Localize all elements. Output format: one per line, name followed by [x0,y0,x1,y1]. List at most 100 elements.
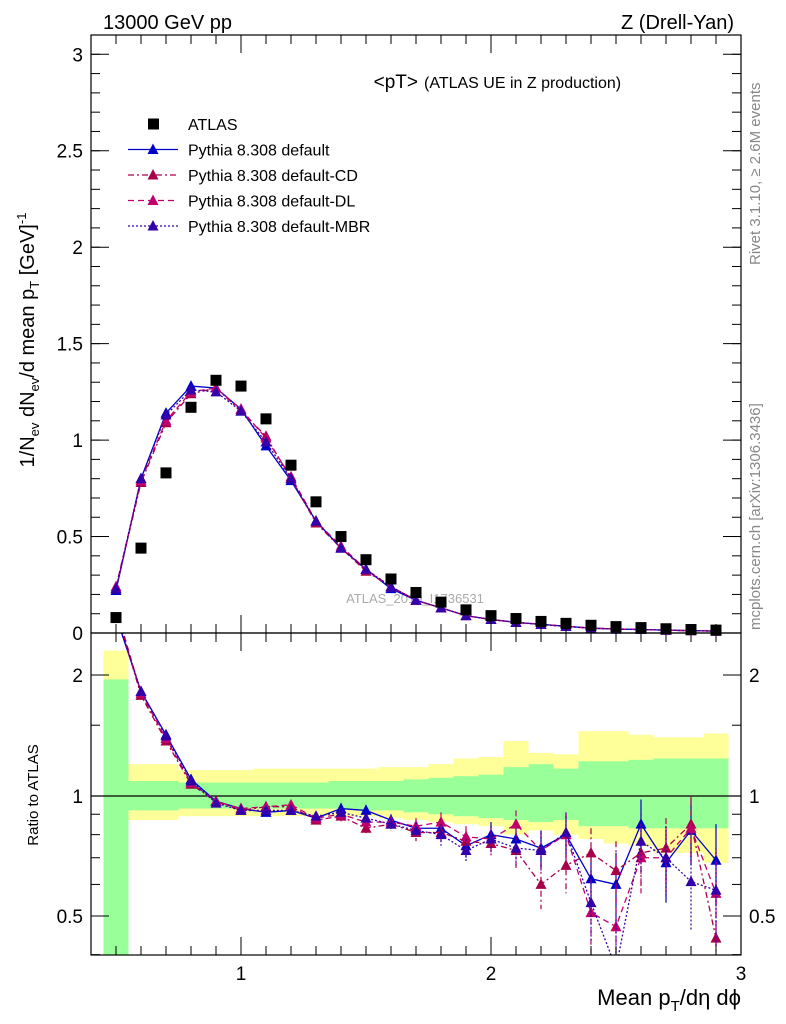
ratio-series-marker [260,804,272,815]
ratio-series-marker [611,962,622,973]
x-tick-label: 3 [736,964,747,985]
series-marker [135,472,147,484]
ratio-series-marker [585,872,597,884]
ratio-series-marker [610,920,622,932]
main-y-ticks: 0 0.5 1 1.5 2 2.5 3 [57,35,742,645]
ratio-series-marker [510,842,522,853]
legend-label: Pythia 8.308 default [188,143,330,160]
series-marker [235,405,247,416]
ratio-series-marker [360,804,372,815]
ratio-series-marker [560,826,572,837]
ratio-series-marker [385,818,397,829]
ratio-series-marker [610,864,622,876]
stat-uncertainty-band [103,679,129,955]
ratio-series-marker [185,774,197,786]
ratio-series-marker [460,844,472,855]
ratio-y-axis-label: Ratio to ATLAS [25,744,42,845]
stat-uncertainty-band [553,768,579,821]
x-axis-label: Mean pT/dη dϕ [597,985,741,1015]
atlas-data-point [210,374,222,386]
ratio-series-marker [710,854,722,865]
series-marker [335,542,347,553]
legend-marker [147,194,159,205]
legend-marker [147,220,159,231]
ratio-series-marker [685,822,697,833]
legend-label: ATLAS [188,117,238,134]
legend-label: Pythia 8.308 default-DL [188,194,355,211]
ratio-series-marker [710,884,722,895]
ratio-marks [111,601,722,973]
legend-label: Pythia 8.308 default-CD [188,168,358,185]
ratio-series-marker [435,828,447,840]
ratio-series-marker [485,833,497,844]
series-marker [310,515,322,526]
atlas-data-point [385,573,397,585]
ratio-series-marker [460,830,472,842]
ratio-series-marker [285,798,297,810]
main-y-tick-label: 0 [72,624,83,645]
plot-title-main: <pT> [374,72,418,93]
main-y-tick-label: 3 [72,45,83,66]
stat-uncertainty-band [703,758,729,829]
series-marker [110,582,122,594]
ratio-series-marker [235,804,247,815]
ratio-series-marker [310,810,322,821]
atlas-data-point [435,596,447,608]
series-marker [260,436,272,447]
ratio-y-tick-label-right: 2 [749,666,760,687]
ratio-series-marker [535,878,547,889]
ratio-y-tick-label: 1 [72,787,83,808]
main-panel: ATLAS_2019_I1736531 00.511.522.53 <pT> (… [14,34,742,645]
main-y-tick-label: 1.5 [57,335,83,356]
atlas-data-point [335,531,347,543]
ratio-y-tick-label: 2 [72,666,83,687]
ratio-series-marker [660,851,672,863]
plot-title-sub: (ATLAS UE in Z production) [424,75,621,92]
atlas-data-point [235,380,247,392]
ratio-y-tick-label-right: 0.5 [749,907,775,928]
main-y-tick-label: 2 [72,238,83,259]
ratio-series-marker [160,730,172,741]
atlas-data-point [360,554,372,566]
ratio-y-tick-label: 0.5 [57,907,83,928]
atlas-data-point [160,467,172,479]
series-marker [360,563,372,574]
ratio-series-marker [360,812,372,823]
ratio-bands [103,650,729,955]
main-y-axis-label: 1/Nev dNev/d mean pT [GeV]-1 [14,213,42,468]
ratio-panel: 0.5 0.5 1 1 2 2 1 2 3 Ratio to ATLAS Mean pT/dη … [25,601,775,1015]
legend: ATLAS Pythia 8.308 default Pythia 8.308 de… [128,117,370,236]
legend-marker [147,143,159,154]
ratio-series-marker [585,896,597,908]
series-marker [285,472,297,484]
ratio-series-marker [111,601,122,612]
ratio-series-marker [210,797,222,808]
legend-label: Pythia 8.308 default-MBR [188,219,370,236]
ratio-series-marker [635,835,647,846]
atlas-data-point [560,617,572,629]
ratio-y-tick-label-right: 1 [749,787,760,808]
ratio-series-marker [535,844,547,855]
main-y-tick-label: 2.5 [57,142,83,163]
series-marker [410,594,422,605]
series-marker [210,385,222,397]
ratio-series-marker [635,851,647,863]
ratio-series-marker [560,859,572,870]
stat-uncertainty-band [528,764,554,823]
header-left-label: 13000 GeV pp [103,12,232,34]
x-tick-label: 2 [486,964,497,985]
ratio-series-marker [335,806,347,817]
series-marker [185,383,197,395]
atlas-data-point [460,604,472,616]
ratio-series-marker [585,846,597,858]
atlas-data-point [410,586,422,598]
x-tick-label: 1 [236,964,247,985]
series-marker [385,580,397,592]
atlas-data-point [185,401,197,413]
main-marks [110,374,722,636]
atlas-data-point [310,496,322,508]
legend-marker [148,118,159,130]
atlas-data-point [135,542,147,554]
main-y-tick-label: 1 [72,431,83,452]
